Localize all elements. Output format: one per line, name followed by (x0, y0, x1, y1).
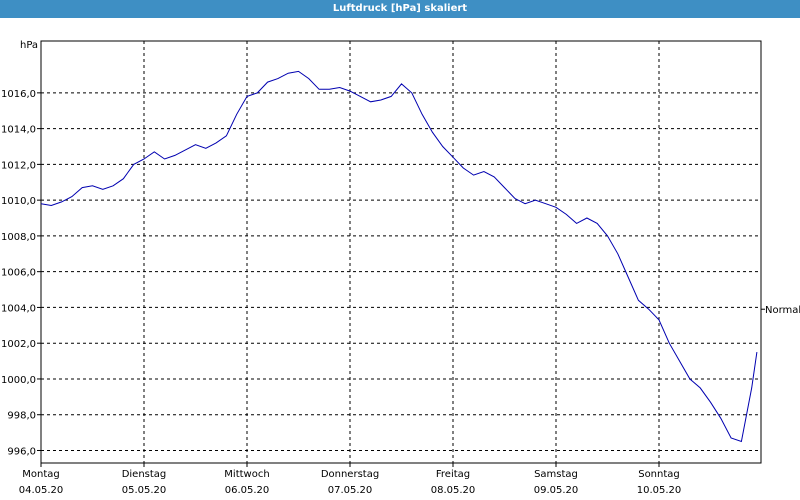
x-tick-day: Mittwoch (224, 469, 269, 480)
x-tick-date: 07.05.20 (328, 485, 373, 496)
y-tick-label: 1010,0 (1, 196, 36, 207)
y-axis-unit-label: hPa (20, 40, 38, 51)
plot-area-border (40, 40, 762, 464)
y-tick-label: 1014,0 (1, 125, 36, 136)
x-tick-date: 04.05.20 (19, 485, 64, 496)
pressure-series-line (40, 70, 758, 443)
y-tick-label: 998,0 (7, 411, 36, 422)
x-tick-date: 08.05.20 (431, 485, 476, 496)
x-tick-day: Donnerstag (321, 469, 379, 480)
y-tick-label: 1008,0 (1, 232, 36, 243)
y-tick-label: 1004,0 (1, 303, 36, 314)
y-tick-label: 1016,0 (1, 89, 36, 100)
normal-label: Normal (765, 305, 800, 316)
x-tick-day: Montag (22, 469, 59, 480)
x-tick-day: Samstag (534, 469, 578, 480)
y-tick-label: 996,0 (7, 446, 36, 457)
horizontal-grid (41, 92, 761, 451)
x-axis-ticks: Montag 04.05.20 Dienstag 05.05.20 Mittwoch 06… (19, 463, 682, 496)
y-tick-label: 1006,0 (1, 268, 36, 279)
y-axis-ticks: 996,0 998,0 1000,0 1002,0 1004,0 1006,0 1008,0… (1, 89, 41, 457)
y-tick-label: 1002,0 (1, 339, 36, 350)
x-tick-date: 09.05.20 (534, 485, 579, 496)
x-tick-day: Sonntag (638, 469, 680, 480)
x-tick-day: Dienstag (122, 469, 167, 480)
y-tick-label: 1012,0 (1, 160, 36, 171)
chart-title: Luftdruck [hPa] skaliert (0, 0, 800, 18)
vertical-grid (143, 41, 660, 463)
x-tick-date: 10.05.20 (637, 485, 682, 496)
y-tick-label: 1000,0 (1, 375, 36, 386)
x-tick-date: 06.05.20 (225, 485, 270, 496)
x-tick-date: 05.05.20 (122, 485, 167, 496)
x-tick-day: Freitag (436, 469, 470, 480)
